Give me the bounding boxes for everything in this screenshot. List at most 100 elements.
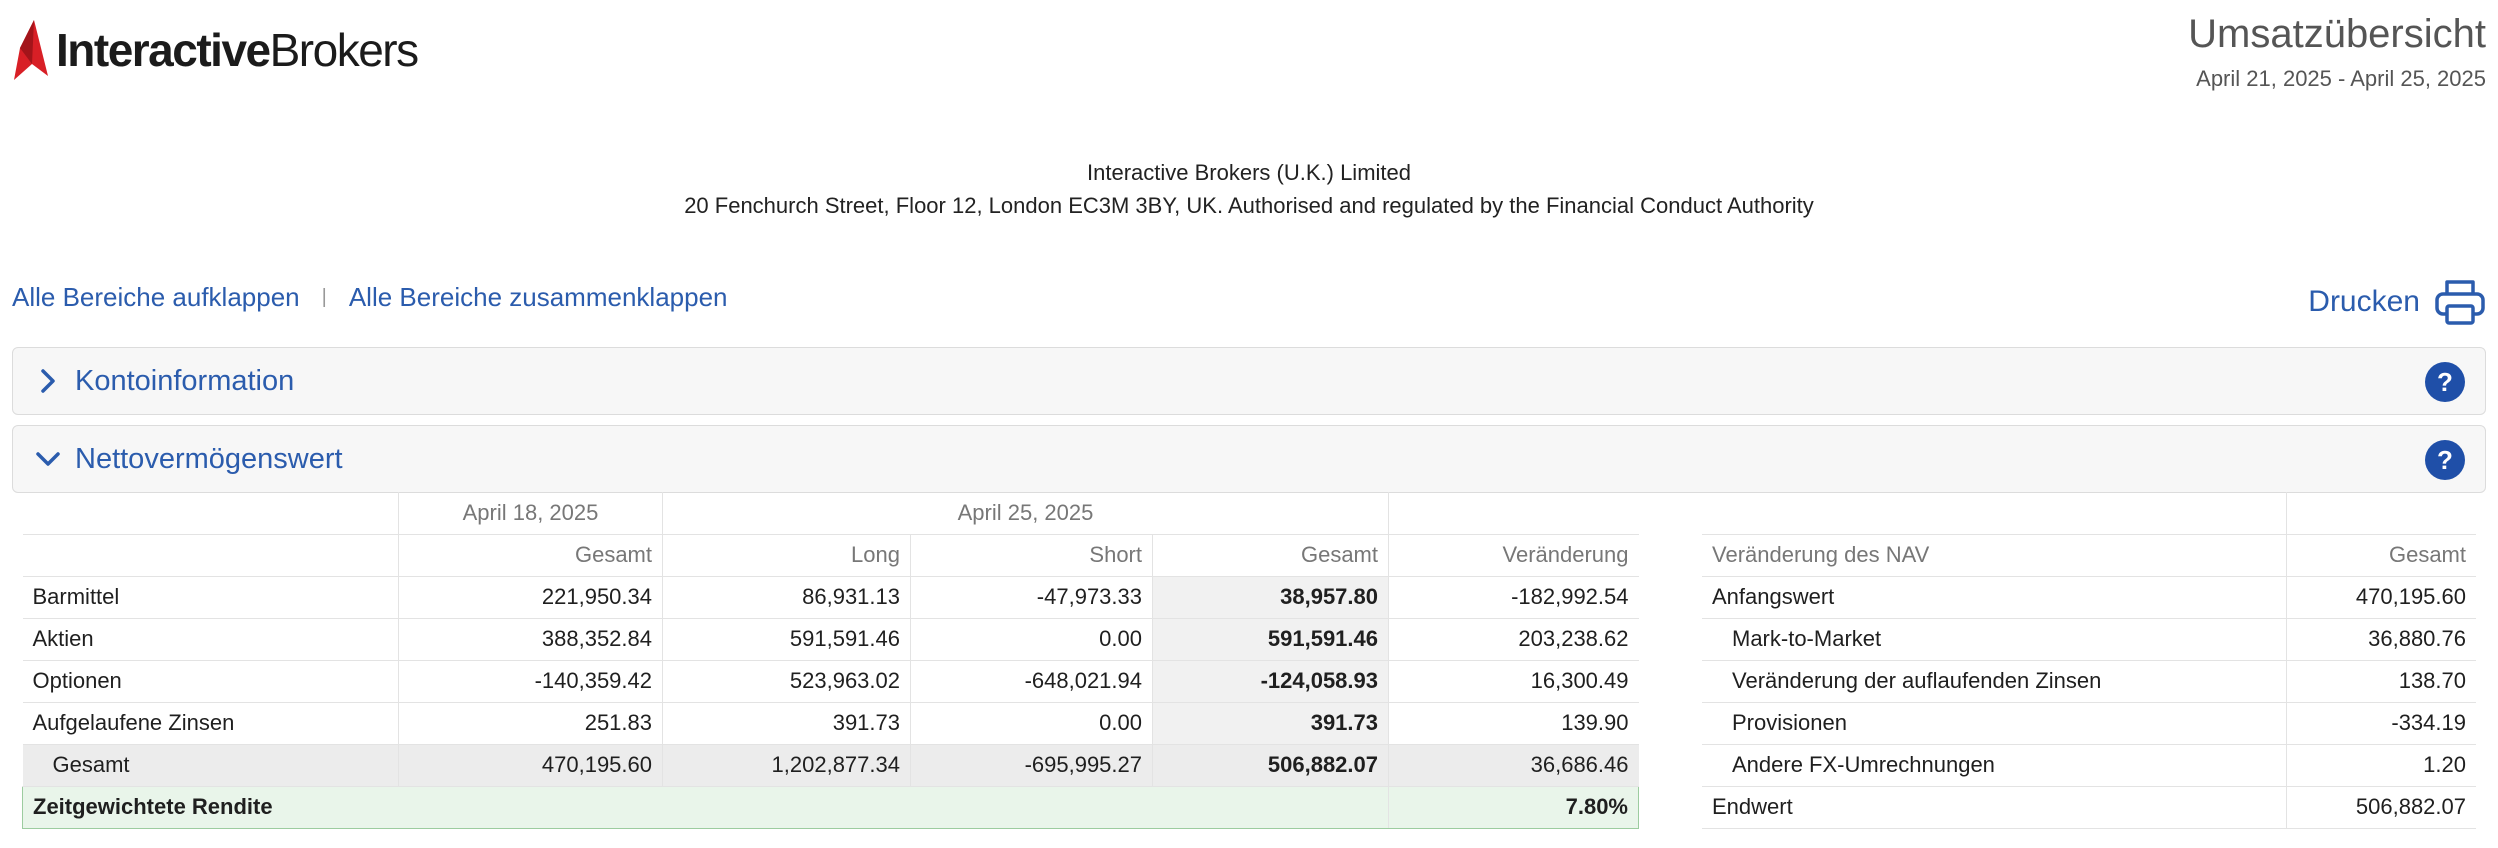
row-label: Mark-to-Market (1702, 618, 2286, 661)
nav-change-header: Veränderung des NAV Gesamt (1702, 534, 2476, 577)
table-row: Aufgelaufene Zinsen 251.83 391.73 0.00 3… (22, 702, 1639, 745)
column-header: Gesamt (398, 534, 663, 577)
table-total-row: Gesamt 470,195.60 1,202,877.34 -695,995.… (22, 744, 1639, 787)
brand-wordmark: InteractiveBrokers (56, 24, 419, 76)
chevron-right-icon (33, 368, 63, 394)
cell-long: 86,931.13 (662, 576, 911, 619)
section-toggle-links: Alle Bereiche aufklappen | Alle Bereiche… (12, 282, 728, 313)
row-label: Veränderung der auflaufenden Zinsen (1702, 660, 2286, 703)
header-blank (1388, 492, 1639, 535)
cell-change: 203,238.62 (1388, 618, 1639, 661)
header-spacer-row (1702, 492, 2476, 535)
cell-prior-total: 388,352.84 (398, 618, 663, 661)
row-value: 506,882.07 (2285, 786, 2476, 829)
header-blank (22, 492, 399, 535)
help-icon[interactable]: ? (2425, 440, 2465, 480)
table-row: Anfangswert 470,195.60 (1702, 576, 2476, 619)
row-label: Aktien (22, 618, 399, 661)
print-button[interactable]: Drucken (2308, 278, 2486, 326)
section-net-asset-value[interactable]: Nettovermögenswert ? (12, 425, 2486, 493)
firm-address: 20 Fenchurch Street, Floor 12, London EC… (684, 193, 1814, 218)
section-account-information[interactable]: Kontoinformation ? (12, 347, 2486, 415)
report-title: Umsatzübersicht (2188, 12, 2486, 56)
expand-all-link[interactable]: Alle Bereiche aufklappen (12, 282, 300, 312)
row-label: Optionen (22, 660, 399, 703)
printer-icon (2435, 280, 2485, 325)
header-blank (1702, 492, 2286, 535)
row-value: -334.19 (2285, 702, 2476, 745)
table-row: Barmittel 221,950.34 86,931.13 -47,973.3… (22, 576, 1639, 619)
firm-address-block: Interactive Brokers (U.K.) Limited 20 Fe… (0, 156, 2498, 222)
row-label: Barmittel (22, 576, 399, 619)
help-icon[interactable]: ? (2425, 362, 2465, 402)
cell-total: -124,058.93 (1152, 660, 1389, 703)
link-separator: | (321, 286, 327, 308)
cell-total: 591,591.46 (1152, 618, 1389, 661)
cell-long: 1,202,877.34 (662, 744, 911, 787)
cell-short: 0.00 (910, 702, 1153, 745)
header-blank (2285, 492, 2476, 535)
header-blank (22, 534, 399, 577)
cell-prior-total: 251.83 (398, 702, 663, 745)
row-label: Aufgelaufene Zinsen (22, 702, 399, 745)
table-row: Aktien 388,352.84 591,591.46 0.00 591,59… (22, 618, 1639, 661)
report-date-range: April 21, 2025 - April 25, 2025 (2196, 66, 2486, 91)
collapse-all-link[interactable]: Alle Bereiche zusammenklappen (348, 282, 728, 312)
column-header: Veränderung des NAV (1702, 534, 2286, 577)
cell-short: -648,021.94 (910, 660, 1153, 703)
row-label: Anfangswert (1702, 576, 2286, 619)
time-weighted-return-row: Zeitgewichtete Rendite 7.80% (22, 785, 1639, 829)
cell-change: 139.90 (1388, 702, 1639, 745)
twr-value: 7.80% (1388, 785, 1639, 829)
table-row: Provisionen -334.19 (1702, 702, 2476, 745)
nav-table: April 18, 2025 April 25, 2025 Gesamt Lon… (22, 492, 1639, 829)
table-row: Andere FX-Umrechnungen 1.20 (1702, 744, 2476, 787)
twr-label: Zeitgewichtete Rendite (22, 785, 1389, 829)
cell-prior-total: 221,950.34 (398, 576, 663, 619)
cell-change: -182,992.54 (1388, 576, 1639, 619)
header-date-current: April 25, 2025 (662, 492, 1389, 535)
column-header: Gesamt (2285, 534, 2476, 577)
cell-prior-total: 470,195.60 (398, 744, 663, 787)
cell-short: -47,973.33 (910, 576, 1153, 619)
cell-long: 523,963.02 (662, 660, 911, 703)
firm-name: Interactive Brokers (U.K.) Limited (1087, 160, 1411, 185)
row-value: 470,195.60 (2285, 576, 2476, 619)
row-value: 1.20 (2285, 744, 2476, 787)
chevron-down-icon (33, 450, 63, 468)
table-row: Mark-to-Market 36,880.76 (1702, 618, 2476, 661)
row-label: Provisionen (1702, 702, 2286, 745)
cell-change: 36,686.46 (1388, 744, 1639, 787)
section-title: Kontoinformation (75, 364, 295, 397)
cell-total: 38,957.80 (1152, 576, 1389, 619)
header-date-prior: April 18, 2025 (398, 492, 663, 535)
report-header: Umsatzübersicht April 21, 2025 - April 2… (2188, 10, 2486, 92)
column-header: Short (910, 534, 1153, 577)
cell-long: 391.73 (662, 702, 911, 745)
row-label: Gesamt (22, 744, 399, 787)
cell-prior-total: -140,359.42 (398, 660, 663, 703)
brand-logo: InteractiveBrokers (12, 18, 419, 82)
ib-logo-icon (14, 20, 48, 80)
cell-short: 0.00 (910, 618, 1153, 661)
print-label: Drucken (2308, 285, 2420, 318)
table-row: Endwert 506,882.07 (1702, 786, 2476, 829)
row-label: Endwert (1702, 786, 2286, 829)
section-title: Nettovermögenswert (75, 442, 343, 475)
table-row: Optionen -140,359.42 523,963.02 -648,021… (22, 660, 1639, 703)
table-row: Veränderung der auflaufenden Zinsen 138.… (1702, 660, 2476, 703)
nav-header-columns: Gesamt Long Short Gesamt Veränderung (22, 534, 1639, 577)
cell-long: 591,591.46 (662, 618, 911, 661)
nav-header-dates: April 18, 2025 April 25, 2025 (22, 492, 1639, 535)
row-value: 138.70 (2285, 660, 2476, 703)
cell-short: -695,995.27 (910, 744, 1153, 787)
column-header: Gesamt (1152, 534, 1389, 577)
column-header: Long (662, 534, 911, 577)
nav-change-table: Veränderung des NAV Gesamt Anfangswert 4… (1702, 492, 2476, 829)
row-label: Andere FX-Umrechnungen (1702, 744, 2286, 787)
cell-change: 16,300.49 (1388, 660, 1639, 703)
cell-total: 391.73 (1152, 702, 1389, 745)
row-value: 36,880.76 (2285, 618, 2476, 661)
cell-total: 506,882.07 (1152, 744, 1389, 787)
column-header: Veränderung (1388, 534, 1639, 577)
